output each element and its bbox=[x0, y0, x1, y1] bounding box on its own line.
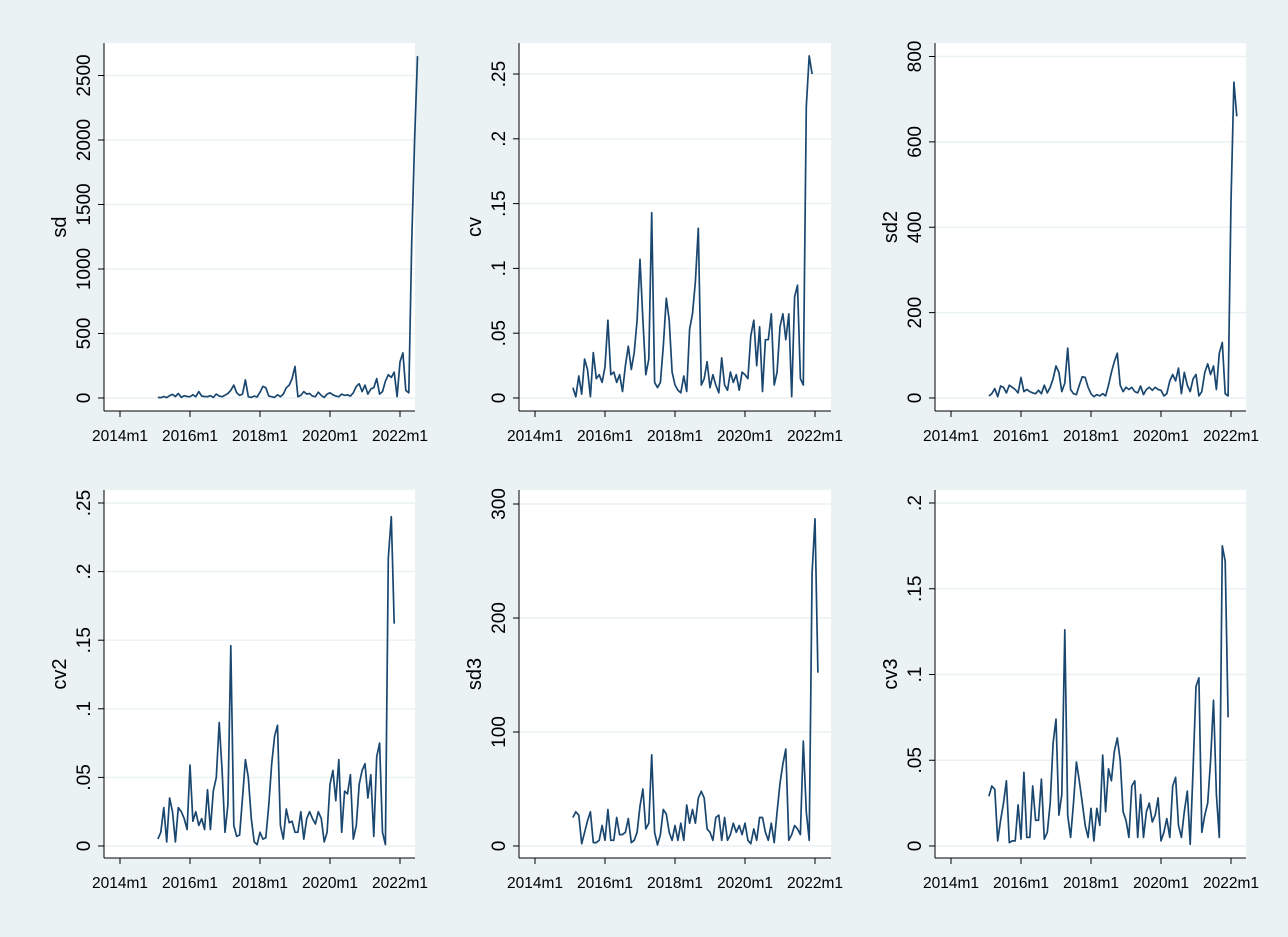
y-axis-title: cv2 bbox=[49, 658, 71, 689]
y-axis-title: cv bbox=[464, 217, 486, 237]
y-tick-label: 0 bbox=[489, 841, 510, 852]
x-tick-label: 2022m1 bbox=[1203, 875, 1259, 892]
x-tick-label: 2014m1 bbox=[92, 875, 148, 892]
y-tick-label: .05 bbox=[905, 747, 926, 773]
series-line-cv bbox=[572, 55, 813, 398]
x-tick-label: 2014m1 bbox=[507, 428, 563, 445]
y-tick-label: 0 bbox=[489, 393, 510, 404]
y-tick-label: .25 bbox=[74, 490, 95, 516]
y-tick-label: .1 bbox=[905, 667, 926, 683]
y-tick-label: .05 bbox=[489, 320, 510, 346]
plot-area bbox=[104, 490, 415, 858]
x-tick-label: 2014m1 bbox=[507, 875, 563, 892]
y-tick-label: .1 bbox=[489, 260, 510, 276]
x-tick-label: 2016m1 bbox=[162, 875, 218, 892]
chart-panel-cv: 0 .05 .1 .15 .2 .25 2014m1 2016m1 2018m1 2020m1 20… bbox=[464, 43, 843, 445]
x-tick-label: 2018m1 bbox=[232, 875, 288, 892]
y-tick-label: 100 bbox=[489, 716, 510, 748]
y-tick-label: 200 bbox=[905, 297, 926, 329]
y-tick-label: 1000 bbox=[74, 248, 95, 290]
x-tick-label: 2018m1 bbox=[647, 428, 703, 445]
x-tick-label: 2020m1 bbox=[1133, 875, 1189, 892]
x-tick-label: 2014m1 bbox=[92, 428, 148, 445]
x-tick-label: 2022m1 bbox=[787, 875, 843, 892]
x-tick-label: 2016m1 bbox=[577, 875, 633, 892]
y-tick-label: 1500 bbox=[74, 183, 95, 225]
plot-area bbox=[519, 490, 831, 858]
y-tick-label: .2 bbox=[489, 131, 510, 147]
y-tick-label: .15 bbox=[74, 627, 95, 653]
x-tick-label: 2016m1 bbox=[162, 428, 218, 445]
y-tick-label: 200 bbox=[489, 602, 510, 634]
y-tick-label: 0 bbox=[74, 841, 95, 852]
chart-panel-sd2: 0 200 400 600 800 2014m1 2016m1 2018m1 2020m1 202… bbox=[880, 41, 1259, 445]
y-tick-label: .1 bbox=[74, 701, 95, 717]
plot-area bbox=[519, 43, 831, 411]
y-tick-label: 0 bbox=[74, 393, 95, 404]
y-tick-label: 2000 bbox=[74, 119, 95, 161]
y-axis-title: sd3 bbox=[464, 658, 486, 690]
chart-panel-sd: 0 500 1000 1500 2000 2500 2014m1 2016m1 2018m1 20… bbox=[49, 43, 428, 445]
x-tick-label: 2022m1 bbox=[372, 875, 428, 892]
series-line-cv3 bbox=[988, 545, 1229, 846]
x-tick-label: 2016m1 bbox=[577, 428, 633, 445]
y-tick-label: 500 bbox=[74, 318, 95, 350]
series-line-cv2 bbox=[157, 515, 396, 846]
chart-panel-cv2: 0 .05 .1 .15 .2 .25 2014m1 2016m1 2018m1 2020m1 20… bbox=[49, 490, 428, 892]
y-tick-label: .2 bbox=[905, 495, 926, 511]
x-tick-label: 2020m1 bbox=[302, 428, 358, 445]
x-tick-label: 2022m1 bbox=[372, 428, 428, 445]
y-axis-title: sd bbox=[49, 216, 71, 237]
chart-panel-sd3: 0 100 200 300 2014m1 2016m1 2018m1 2020m1 2022m1… bbox=[464, 488, 843, 892]
y-tick-label: .05 bbox=[74, 764, 95, 790]
y-tick-label: 0 bbox=[905, 841, 926, 852]
series-line-sd3 bbox=[572, 517, 819, 846]
x-tick-label: 2020m1 bbox=[717, 428, 773, 445]
x-tick-label: 2016m1 bbox=[993, 875, 1049, 892]
y-tick-label: 800 bbox=[905, 41, 926, 73]
chart-panel-cv3: 0 .05 .1 .15 .2 2014m1 2016m1 2018m1 2020m1 2022m… bbox=[880, 490, 1259, 892]
x-tick-label: 2018m1 bbox=[232, 428, 288, 445]
series-line-sd bbox=[157, 56, 419, 399]
plot-area bbox=[104, 43, 415, 411]
x-tick-label: 2018m1 bbox=[647, 875, 703, 892]
x-tick-label: 2014m1 bbox=[923, 875, 979, 892]
y-axis-title: cv3 bbox=[880, 658, 902, 689]
y-tick-label: 2500 bbox=[74, 54, 95, 96]
y-tick-label: 400 bbox=[905, 211, 926, 243]
x-tick-label: 2020m1 bbox=[717, 875, 773, 892]
x-tick-label: 2022m1 bbox=[787, 428, 843, 445]
y-tick-label: .2 bbox=[74, 564, 95, 580]
y-tick-label: 0 bbox=[905, 393, 926, 404]
series-line-sd2 bbox=[988, 81, 1238, 398]
x-tick-label: 2022m1 bbox=[1203, 428, 1259, 445]
x-tick-label: 2016m1 bbox=[993, 428, 1049, 445]
y-tick-label: .15 bbox=[489, 190, 510, 216]
y-tick-label: .15 bbox=[905, 576, 926, 602]
x-tick-label: 2014m1 bbox=[923, 428, 979, 445]
x-tick-label: 2018m1 bbox=[1063, 875, 1119, 892]
x-tick-label: 2020m1 bbox=[1133, 428, 1189, 445]
y-axis-title: sd2 bbox=[880, 211, 902, 243]
x-tick-label: 2020m1 bbox=[302, 875, 358, 892]
x-tick-label: 2018m1 bbox=[1063, 428, 1119, 445]
y-tick-label: .25 bbox=[489, 61, 510, 87]
y-tick-label: 300 bbox=[489, 488, 510, 520]
y-tick-label: 600 bbox=[905, 126, 926, 158]
